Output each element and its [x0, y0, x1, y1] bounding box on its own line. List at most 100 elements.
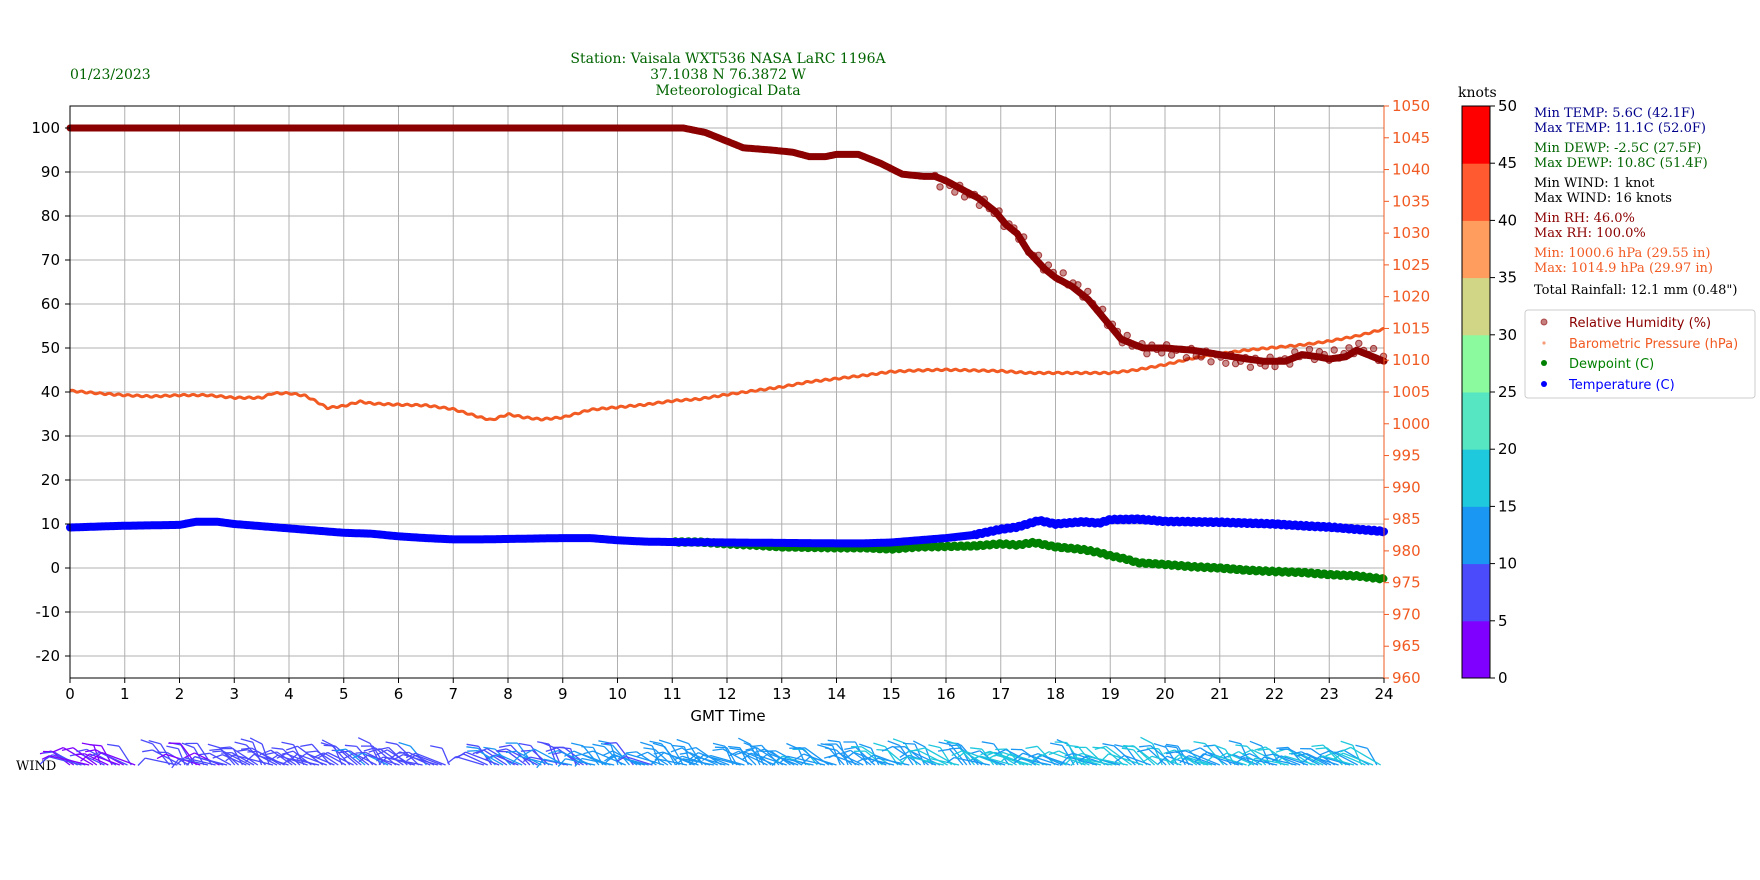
wind-barb-flag	[385, 741, 398, 745]
x-tick-label: 15	[882, 685, 901, 703]
wind-barb-shaft	[1108, 753, 1144, 766]
wind-barb-flag	[980, 750, 991, 756]
humidity-point	[1153, 345, 1161, 354]
wind-barb-flag	[1340, 740, 1353, 746]
wind-barb-shaft	[1322, 755, 1355, 766]
wind-barb-flag	[305, 750, 317, 754]
y-tick-label-left: 50	[41, 339, 60, 357]
wind-barb-shaft	[1089, 756, 1128, 766]
x-tick-label: 17	[991, 685, 1010, 703]
wind-barb-shaft	[1352, 744, 1363, 766]
wind-barb-flag	[1257, 748, 1270, 751]
wind-barb-flag	[352, 752, 363, 759]
wind-barb-flag	[1263, 753, 1274, 757]
wind-barb-flag	[1355, 744, 1368, 750]
wind-barb-flag	[672, 744, 685, 748]
wind-barb-flag	[1239, 752, 1250, 759]
wind-barb-flag	[1070, 757, 1079, 767]
wind-barb-flag	[913, 740, 926, 748]
wind-barb-shaft	[1184, 750, 1221, 766]
humidity-point	[975, 201, 984, 210]
wind-barb-shaft	[654, 749, 673, 766]
wind-barb-shaft	[1188, 754, 1217, 766]
wind-barb-shaft	[463, 753, 488, 766]
wind-barb-flag	[43, 751, 54, 754]
wind-barb-flag	[745, 746, 757, 751]
x-tick-label: 10	[608, 685, 627, 703]
wind-barb-flag	[241, 747, 252, 750]
wind-barb-flag	[209, 748, 221, 752]
wind-barb-shaft	[277, 754, 308, 766]
humidity-point	[1241, 353, 1250, 362]
wind-barb-flag	[199, 752, 210, 756]
wind-barb-shaft	[722, 748, 753, 766]
wind-barb-flag	[398, 741, 411, 747]
legend-frame	[1524, 309, 1756, 399]
wind-barb-flag	[148, 739, 161, 745]
wind-barb-shaft	[327, 751, 354, 766]
humidity-point	[1374, 356, 1383, 365]
humidity-point	[1084, 287, 1092, 296]
humidity-point	[1034, 251, 1043, 260]
x-tick-label: 19	[1101, 685, 1120, 703]
colorbar-segment	[1462, 334, 1490, 393]
stat-max-temp: Max TEMP: 11.1C (52.0F)	[1534, 121, 1706, 136]
wind-barb-shaft	[465, 751, 500, 766]
wind-barb-shaft	[1334, 751, 1366, 766]
wind-barb-flag	[844, 746, 856, 751]
wind-barb-flag	[343, 752, 355, 760]
x-tick-label: 7	[448, 685, 458, 703]
wind-barb-flag	[956, 750, 967, 759]
wind-barb-flag	[498, 744, 511, 748]
wind-barb-flag	[839, 749, 851, 755]
wind-barb-shaft	[1022, 752, 1060, 766]
y-tick-label-right: 1050	[1392, 97, 1430, 115]
wind-barb-flag	[1121, 747, 1134, 751]
humidity-point	[1020, 233, 1028, 241]
humidity-point	[1079, 293, 1087, 301]
wind-barb-flag	[864, 754, 875, 761]
wind-barb-flag	[1013, 758, 1022, 765]
wind-barb-flag	[276, 753, 287, 759]
wind-barb-shaft	[892, 745, 922, 766]
wind-barb-flag	[679, 751, 690, 755]
wind-barb-flag	[741, 752, 752, 761]
wind-barb-flag	[259, 749, 272, 756]
y-tick-label-left: 70	[41, 251, 60, 269]
wind-barb-flag	[1339, 746, 1352, 753]
wind-barb-flag	[625, 751, 637, 754]
wind-barb-flag	[1163, 749, 1175, 755]
humidity-point	[1005, 220, 1013, 228]
y-tick-label-left: 20	[41, 471, 60, 489]
wind-barb-flag	[1064, 756, 1074, 765]
stat-min-pres: Min: 1000.6 hPa (29.55 in)	[1534, 246, 1710, 261]
colorbar-segment	[1462, 392, 1490, 450]
wind-barb-shaft	[1103, 747, 1125, 766]
wind-barb-flag	[688, 752, 699, 761]
wind-barb-shaft	[342, 750, 362, 766]
wind-barb-shaft	[118, 745, 132, 766]
colorbar-tick-label: 15	[1498, 497, 1517, 515]
wind-barb-flag	[287, 753, 298, 763]
wind-barb-shaft	[323, 752, 347, 766]
colorbar-segment	[1462, 106, 1490, 164]
wind-barb-flag	[738, 737, 751, 745]
wind-barb-flag	[649, 740, 662, 745]
stat-max-rh: Max RH: 100.0%	[1534, 226, 1646, 241]
wind-barb-flag	[653, 751, 664, 755]
stat-min-rh: Min RH: 46.0%	[1534, 211, 1635, 226]
wind-barb-shaft	[543, 758, 573, 766]
y-tick-label-left: 10	[41, 515, 60, 533]
wind-barb-flag	[540, 741, 554, 748]
wind-barb-flag	[1013, 752, 1024, 761]
y-tick-label-right: 975	[1392, 574, 1421, 592]
wind-barb-shaft	[663, 752, 699, 766]
series-line-temperature	[66, 514, 1388, 548]
wind-barb-flag	[166, 745, 179, 750]
humidity-point	[1325, 356, 1333, 364]
wind-barb-flag	[265, 751, 278, 756]
wind-barb-shaft	[494, 754, 519, 766]
wind-barb-flag	[676, 738, 689, 745]
y-tick-label-right: 1030	[1392, 224, 1430, 242]
wind-barb-flag	[156, 753, 166, 760]
